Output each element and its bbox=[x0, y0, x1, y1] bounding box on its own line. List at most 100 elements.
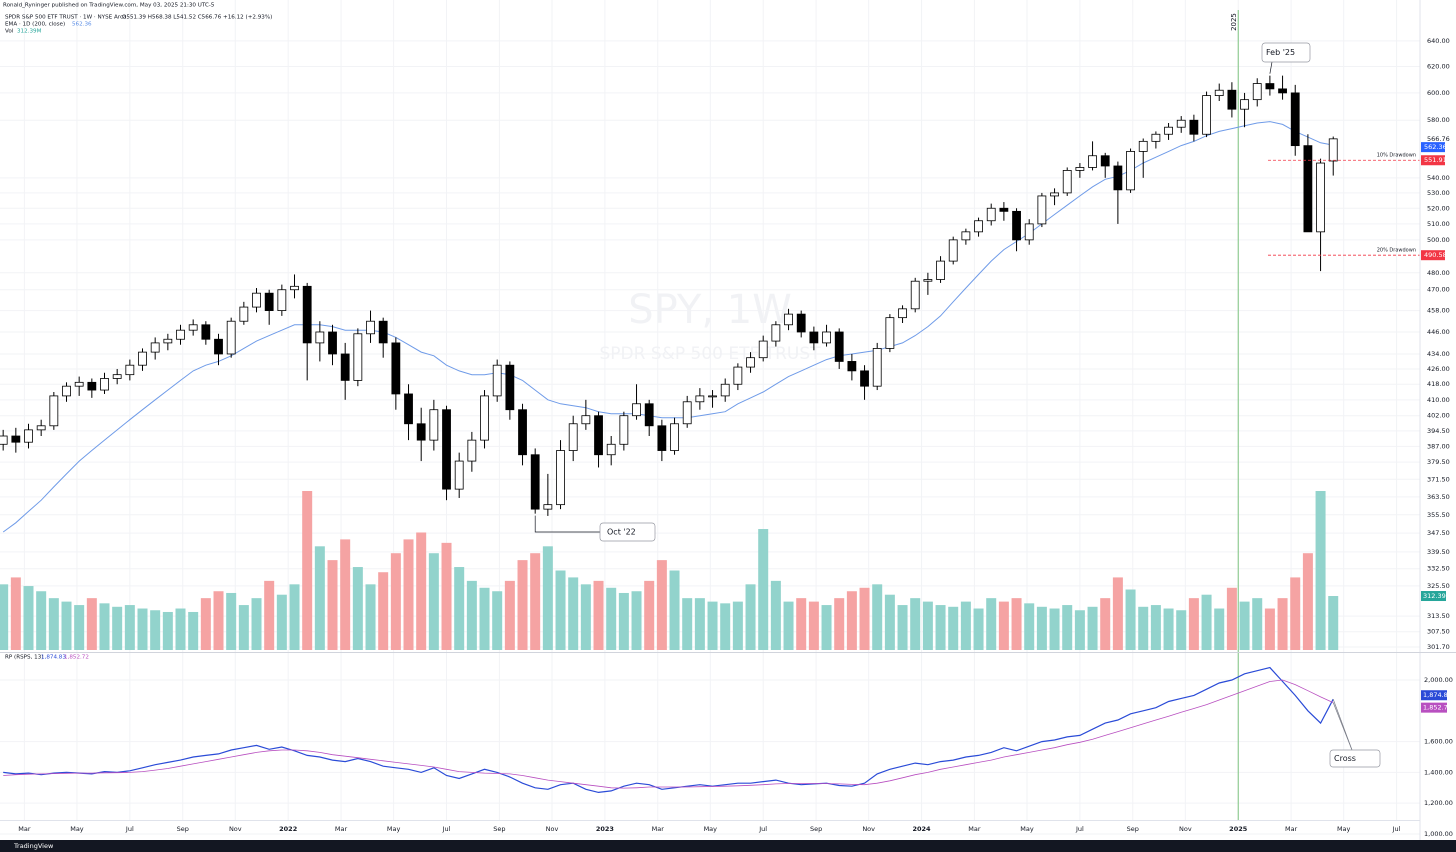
candle-body bbox=[49, 395, 59, 427]
price-axis bbox=[1420, 0, 1456, 840]
ema-line bbox=[2, 121, 1334, 533]
volume-bar bbox=[390, 553, 401, 650]
candle-body bbox=[670, 423, 679, 451]
callout-box bbox=[1329, 749, 1381, 768]
y-tick-label: 332.50 bbox=[1427, 565, 1450, 573]
volume-bar bbox=[162, 611, 173, 650]
candle-body bbox=[378, 320, 388, 344]
candle-body bbox=[860, 370, 869, 387]
volume-bar bbox=[1125, 589, 1136, 650]
candle-body bbox=[619, 415, 629, 445]
volume-bar bbox=[821, 605, 832, 650]
candle-body bbox=[1037, 195, 1047, 225]
vol-legend-value: 312.39M bbox=[17, 29, 42, 35]
callout-pointer bbox=[1269, 61, 1273, 74]
candle-body bbox=[1138, 140, 1148, 152]
y-tick-label: 426.00 bbox=[1427, 365, 1450, 373]
volume-bar bbox=[1302, 553, 1313, 650]
callout-pointer bbox=[534, 515, 600, 533]
candle-body bbox=[1024, 223, 1034, 241]
volume-bar bbox=[1328, 596, 1339, 650]
rp-label-box bbox=[1421, 702, 1447, 713]
y-tick-label: 520.00 bbox=[1427, 204, 1450, 212]
volume-bar bbox=[1176, 610, 1187, 650]
candle-body bbox=[834, 331, 844, 362]
candle-body bbox=[543, 504, 553, 510]
x-tick-label: 2025 bbox=[1229, 825, 1248, 833]
callout-box bbox=[1261, 42, 1311, 63]
volume-bar bbox=[251, 598, 262, 650]
rp-label: 1,852.72 bbox=[1423, 704, 1452, 712]
candle-body bbox=[239, 306, 249, 322]
candle-body bbox=[974, 220, 983, 233]
candle-body bbox=[36, 425, 46, 431]
candle-body bbox=[74, 381, 84, 387]
y-tick-label: 446.00 bbox=[1427, 328, 1450, 336]
x-tick-label: Mar bbox=[968, 825, 981, 833]
candle-body bbox=[1176, 119, 1186, 128]
y-tick-label: 1,200.00 bbox=[1424, 799, 1453, 807]
price-label-box bbox=[1421, 155, 1445, 166]
volume-bar bbox=[884, 594, 895, 650]
candle-body bbox=[0, 435, 8, 445]
volume-bar bbox=[644, 580, 655, 650]
y-tick-label: 1,600.00 bbox=[1424, 738, 1453, 746]
candle-body bbox=[606, 443, 616, 456]
candle-body bbox=[1189, 119, 1199, 135]
volume-bar bbox=[1163, 608, 1174, 650]
x-tick-label: Nov bbox=[862, 825, 875, 833]
volume-bar bbox=[758, 529, 769, 650]
x-tick-label: May bbox=[1020, 825, 1034, 833]
volume-bar bbox=[846, 591, 857, 650]
volume-bar bbox=[188, 611, 199, 650]
y-tick-label: 307.50 bbox=[1427, 628, 1450, 636]
y-tick-label: 540.00 bbox=[1427, 174, 1450, 182]
candle-body bbox=[264, 292, 274, 311]
candle-body bbox=[366, 320, 375, 335]
volume-bar bbox=[960, 601, 971, 650]
volume-bar bbox=[276, 594, 287, 650]
year-marker-label: 2025 bbox=[1230, 13, 1238, 31]
volume-bar bbox=[593, 580, 604, 650]
x-tick-label: Mar bbox=[652, 825, 665, 833]
volume-bar bbox=[897, 605, 908, 650]
volume-bar bbox=[682, 598, 693, 650]
volume-label-box bbox=[1421, 591, 1446, 602]
y-tick-label: 347.50 bbox=[1427, 529, 1450, 537]
volume-bar bbox=[1049, 608, 1060, 650]
candle-body bbox=[100, 378, 109, 391]
candle-body bbox=[492, 364, 502, 397]
candle-body bbox=[632, 403, 641, 417]
y-tick-label: 410.00 bbox=[1427, 396, 1450, 404]
drawdown-label: 10% Drawdown bbox=[1377, 153, 1416, 159]
ema-legend: EMA · 1D (200, close) bbox=[5, 22, 65, 28]
volume-bar bbox=[694, 598, 705, 650]
candle-body bbox=[1316, 162, 1325, 233]
y-tick-label: 394.50 bbox=[1427, 427, 1450, 435]
volume-bar bbox=[428, 553, 439, 650]
volume-bar bbox=[352, 567, 363, 650]
volume-bar bbox=[226, 592, 237, 650]
y-tick-label: 325.50 bbox=[1427, 582, 1450, 590]
volume-bar bbox=[542, 546, 553, 650]
x-tick-label: Jul bbox=[758, 825, 767, 833]
volume-bar bbox=[606, 587, 617, 650]
candle-body bbox=[176, 329, 185, 340]
volume-bar bbox=[112, 606, 123, 650]
volume-bar bbox=[859, 587, 870, 650]
volume-bar bbox=[200, 598, 211, 650]
volume-bar bbox=[707, 601, 718, 650]
candle-body bbox=[1075, 167, 1085, 171]
volume-bar bbox=[416, 532, 427, 650]
volume-bar bbox=[36, 591, 47, 650]
candle-body bbox=[847, 361, 857, 372]
volume-bar bbox=[973, 608, 984, 650]
volume-bar bbox=[175, 608, 186, 650]
candle-body bbox=[822, 331, 831, 344]
volume-bar bbox=[137, 608, 148, 650]
volume-bar bbox=[264, 580, 275, 650]
volume-bar bbox=[872, 584, 883, 650]
volume-bar bbox=[1036, 606, 1047, 650]
candle-body bbox=[898, 308, 907, 319]
y-tick-label: 313.50 bbox=[1427, 612, 1450, 620]
